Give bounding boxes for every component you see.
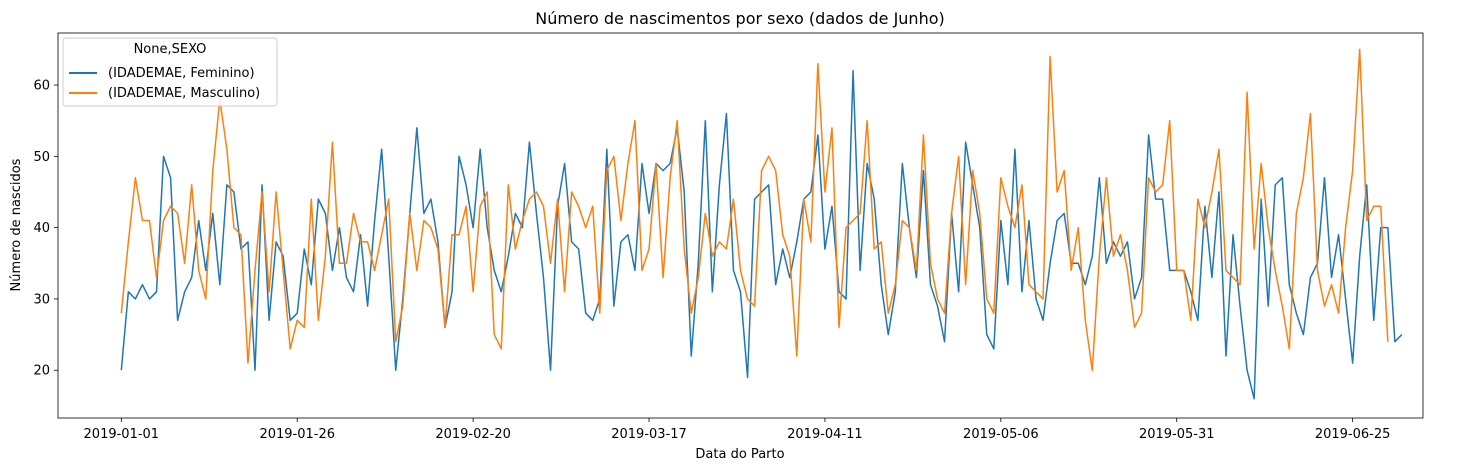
x-tick-label: 2019-05-06 — [963, 427, 1039, 442]
y-tick-label: 30 — [33, 292, 50, 307]
x-tick-label: 2019-01-26 — [259, 427, 335, 442]
y-tick-label: 60 — [33, 79, 50, 94]
y-tick-label: 40 — [33, 221, 50, 236]
y-tick-label: 20 — [33, 364, 50, 379]
legend-label-masculino: (IDADEMAE, Masculino) — [108, 86, 260, 101]
x-tick-label: 2019-03-17 — [611, 427, 687, 442]
legend-label-feminino: (IDADEMAE, Feminino) — [108, 66, 255, 81]
y-axis-label: Número de nascidos — [9, 158, 24, 291]
legend-title: None,SEXO — [134, 42, 207, 57]
y-axis: 20 30 40 50 60 — [33, 79, 58, 379]
legend: None,SEXO (IDADEMAE, Feminino) (IDADEMAE… — [63, 38, 277, 106]
x-tick-label: 2019-06-25 — [1315, 427, 1391, 442]
x-tick-label: 2019-04-11 — [787, 427, 863, 442]
x-axis: 2019-01-01 2019-01-26 2019-02-20 2019-03-17… — [84, 418, 1391, 442]
x-tick-label: 2019-01-01 — [84, 427, 160, 442]
x-tick-label: 2019-05-31 — [1139, 427, 1215, 442]
y-tick-label: 50 — [33, 150, 50, 165]
x-tick-label: 2019-02-20 — [435, 427, 511, 442]
chart-title: Número de nascimentos por sexo (dados de… — [535, 9, 945, 28]
x-axis-label: Data do Parto — [695, 447, 784, 462]
